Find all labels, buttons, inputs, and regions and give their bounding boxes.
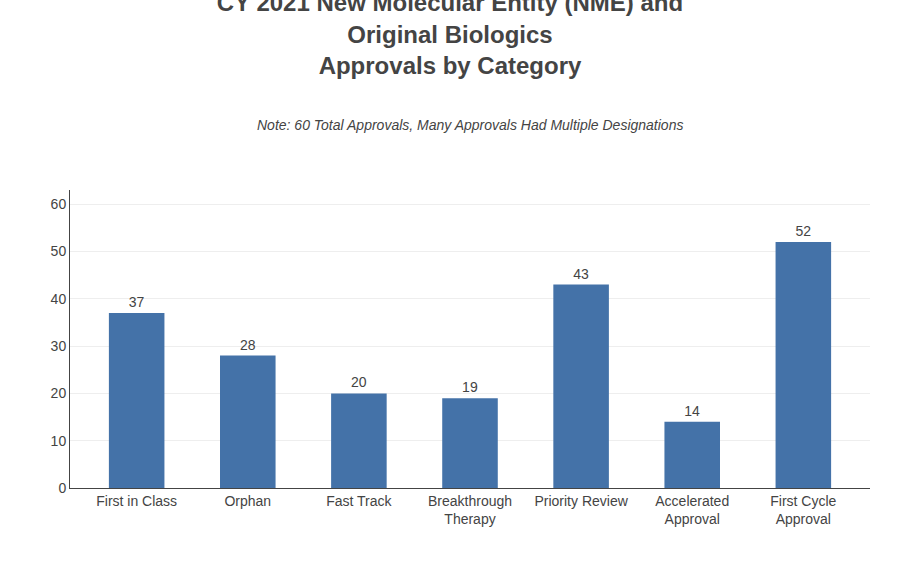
svg-text:37: 37	[129, 294, 145, 310]
svg-text:43: 43	[573, 266, 589, 282]
svg-text:20: 20	[351, 374, 367, 390]
svg-text:First CycleApproval: First CycleApproval	[770, 493, 836, 527]
svg-text:52: 52	[795, 223, 811, 239]
svg-text:First in Class: First in Class	[96, 493, 177, 509]
svg-text:20: 20	[51, 385, 67, 401]
svg-text:30: 30	[51, 338, 67, 354]
svg-text:Orphan: Orphan	[224, 493, 271, 509]
svg-text:BreakthroughTherapy: BreakthroughTherapy	[428, 493, 512, 527]
svg-text:14: 14	[684, 403, 700, 419]
svg-text:10: 10	[51, 433, 67, 449]
svg-text:19: 19	[462, 379, 478, 395]
svg-text:Priority Review: Priority Review	[534, 493, 628, 509]
svg-text:0: 0	[58, 480, 66, 496]
svg-text:50: 50	[51, 243, 67, 259]
svg-text:Note: 60 Total Approvals, Many: Note: 60 Total Approvals, Many Approvals…	[257, 117, 683, 133]
svg-text:Fast Track: Fast Track	[326, 493, 392, 509]
svg-text:CY 2021 New Molecular Entity (: CY 2021 New Molecular Entity (NME) andOr…	[217, 0, 683, 79]
svg-text:60: 60	[51, 196, 67, 212]
svg-text:40: 40	[51, 291, 67, 307]
svg-text:28: 28	[240, 337, 256, 353]
svg-text:AcceleratedApproval: AcceleratedApproval	[655, 493, 729, 527]
